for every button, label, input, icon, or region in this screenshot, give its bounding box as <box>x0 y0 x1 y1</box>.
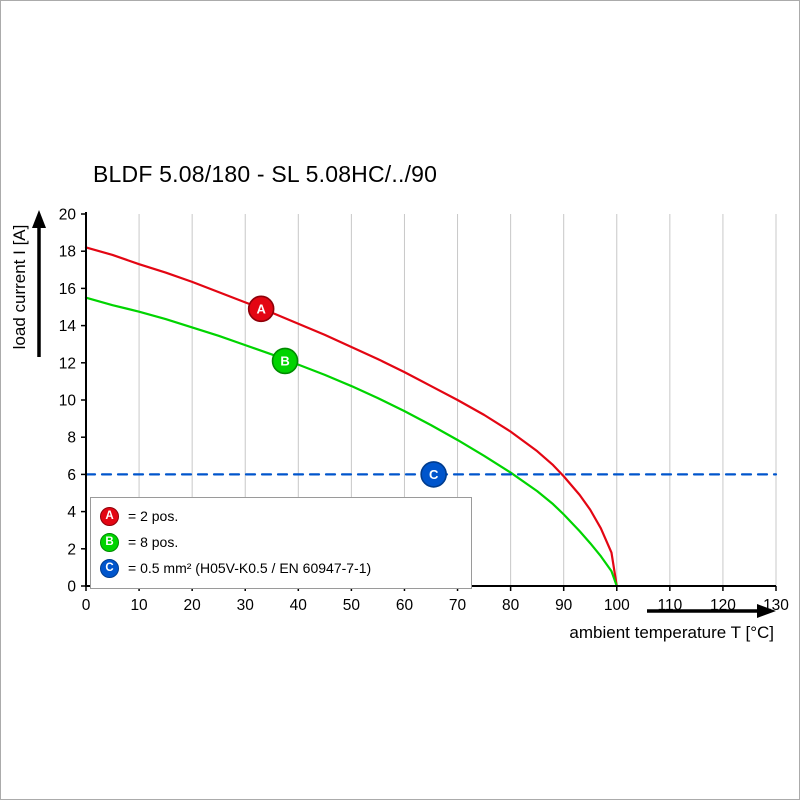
svg-text:14: 14 <box>59 318 77 335</box>
svg-text:18: 18 <box>59 244 76 261</box>
svg-text:10: 10 <box>130 597 148 614</box>
svg-text:80: 80 <box>502 597 520 614</box>
svg-text:12: 12 <box>59 355 76 372</box>
svg-text:0: 0 <box>82 597 91 614</box>
series-a-badge: A <box>100 506 119 526</box>
svg-text:0: 0 <box>67 579 76 596</box>
svg-text:2: 2 <box>67 541 76 558</box>
series-a-label: = 2 pos. <box>128 508 179 524</box>
series-b-label: = 8 pos. <box>128 534 179 550</box>
chart-title: BLDF 5.08/180 - SL 5.08HC/../90 <box>93 161 438 187</box>
svg-text:60: 60 <box>396 597 414 614</box>
svg-text:100: 100 <box>604 597 630 614</box>
svg-text:30: 30 <box>237 597 255 614</box>
svg-text:4: 4 <box>67 504 76 521</box>
svg-text:10: 10 <box>59 393 77 410</box>
series-c-label: = 0.5 mm² (H05V-K0.5 / EN 60947-7-1) <box>128 560 372 576</box>
svg-text:40: 40 <box>290 597 308 614</box>
svg-text:90: 90 <box>555 597 573 614</box>
series-c-badge: C <box>100 558 119 578</box>
svg-text:C: C <box>429 467 439 482</box>
series-b-badge: B <box>100 532 119 552</box>
svg-text:20: 20 <box>59 207 77 224</box>
svg-text:A: A <box>256 302 266 317</box>
svg-text:6: 6 <box>67 467 76 484</box>
legend-item-b: B = 8 pos. <box>100 529 462 555</box>
svg-text:50: 50 <box>343 597 361 614</box>
legend-item-a: A = 2 pos. <box>100 503 462 529</box>
svg-text:70: 70 <box>449 597 467 614</box>
svg-text:20: 20 <box>184 597 202 614</box>
svg-text:8: 8 <box>67 430 76 447</box>
svg-text:16: 16 <box>59 281 76 298</box>
legend: A = 2 pos. B = 8 pos. C = 0.5 mm² (H05V-… <box>90 497 472 589</box>
x-axis-label: ambient temperature T [°C] <box>569 623 774 642</box>
legend-item-c: C = 0.5 mm² (H05V-K0.5 / EN 60947-7-1) <box>100 555 462 581</box>
svg-text:B: B <box>280 354 289 369</box>
